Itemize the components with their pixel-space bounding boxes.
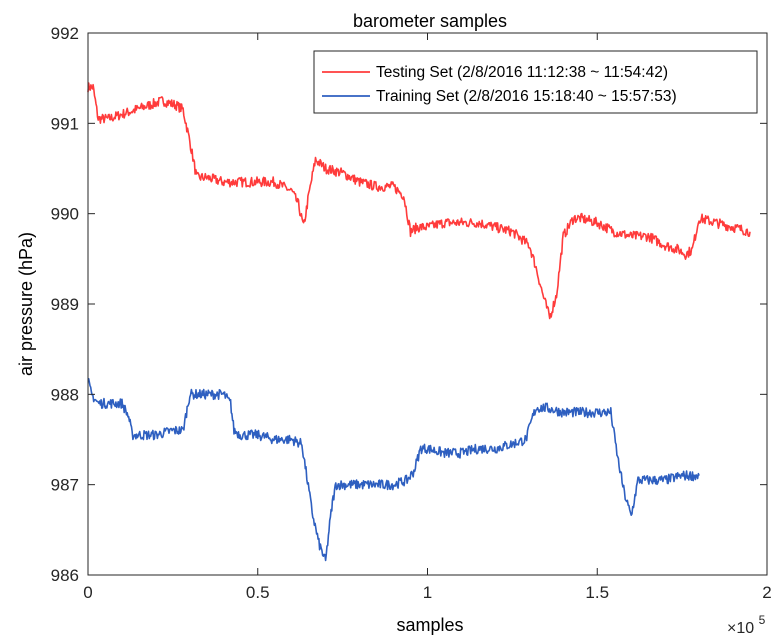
axes-background	[88, 33, 767, 575]
series-layer	[87, 82, 751, 562]
x-exponent-label: ×10 5	[727, 613, 766, 637]
legend-label-1: Testing Set (2/8/2016 11:12:38 ~ 11:54:4…	[376, 64, 668, 81]
x-exponent-base: ×10	[727, 620, 754, 637]
x-tick-label: 0.5	[246, 583, 270, 602]
legend: Testing Set (2/8/2016 11:12:38 ~ 11:54:4…	[313, 50, 758, 114]
y-tick-label: 989	[51, 295, 79, 314]
series-line-1	[87, 82, 751, 320]
x-tick-label: 0	[83, 583, 92, 602]
x-tick-label: 1.5	[585, 583, 609, 602]
legend-label-2: Training Set (2/8/2016 15:18:40 ~ 15:57:…	[376, 88, 677, 105]
x-exponent-power: 5	[759, 613, 766, 627]
tick-layer: 0 0.5 1 1.5 2 986 987 988 989 990 991 992	[51, 24, 772, 602]
y-tick-label: 986	[51, 566, 79, 585]
y-tick-label: 992	[51, 24, 79, 43]
y-tick-label: 988	[51, 385, 79, 404]
y-axis-label: air pressure (hPa)	[16, 232, 36, 376]
x-axis-label: samples	[396, 615, 463, 635]
plot-area: 0 0.5 1 1.5 2 986 987 988 989 990 991 992	[51, 24, 772, 602]
x-tick-label: 1	[423, 583, 432, 602]
chart-title: barometer samples	[353, 11, 507, 31]
legend-box	[313, 50, 758, 114]
series-line-2	[87, 377, 700, 562]
y-tick-label: 990	[51, 205, 79, 224]
legend-items: Testing Set (2/8/2016 11:12:38 ~ 11:54:4…	[322, 64, 677, 105]
y-tick-label: 991	[51, 114, 79, 133]
y-tick-label: 987	[51, 476, 79, 495]
x-tick-label: 2	[762, 583, 771, 602]
